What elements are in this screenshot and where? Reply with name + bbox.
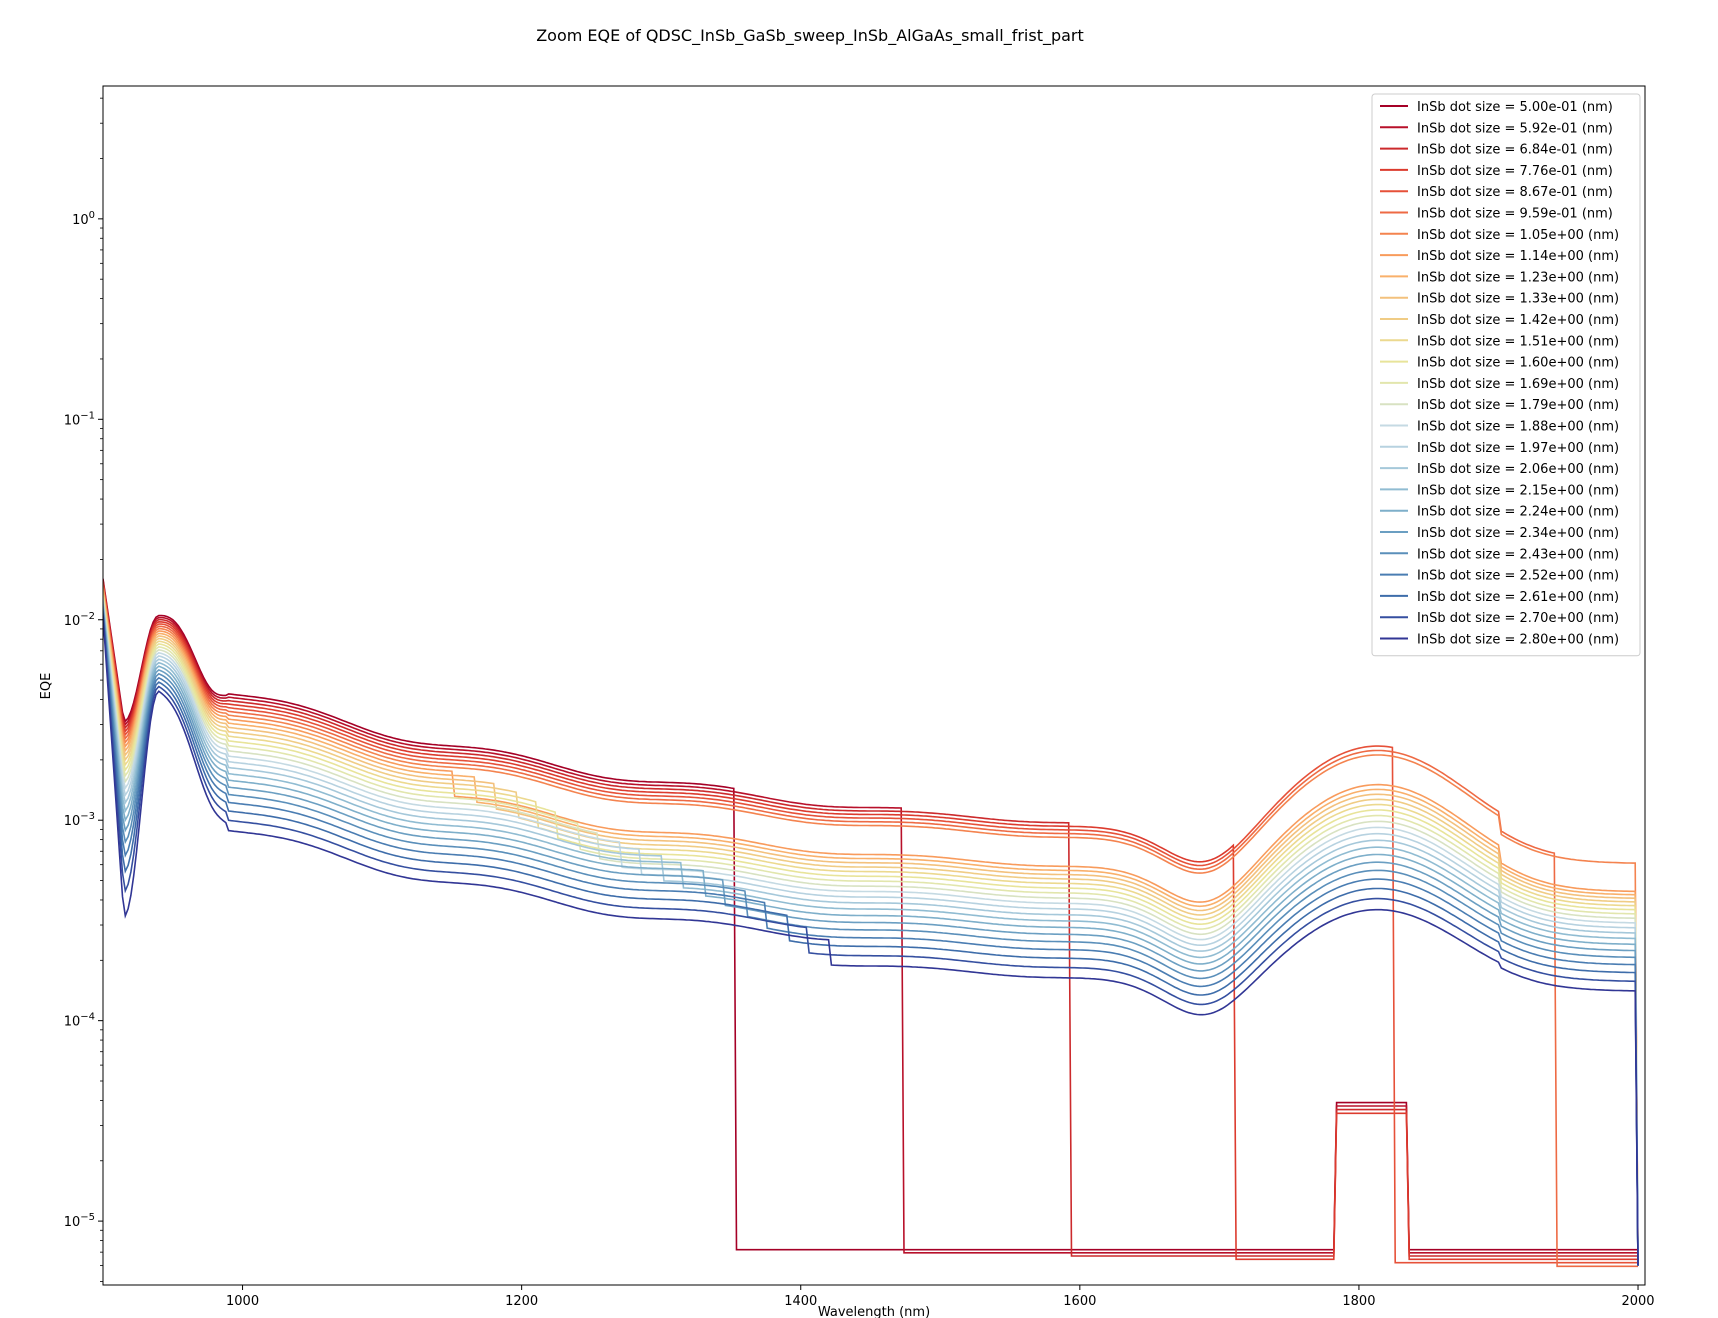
- series-line: [103, 589, 1639, 1266]
- series-line: [103, 593, 1639, 1266]
- series-line: [103, 607, 1639, 1266]
- legend-label: InSb dot size = 2.15e+00 (nm): [1417, 483, 1619, 498]
- series-line: [103, 583, 1638, 1264]
- chart-title: Zoom EQE of QDSC_InSb_GaSb_sweep_InSb_Al…: [536, 26, 1084, 46]
- legend-label: InSb dot size = 1.60e+00 (nm): [1417, 356, 1619, 371]
- y-axis: 10−5 10−4 10−3 10−2 10−1 100: [64, 97, 103, 1282]
- series-line: [103, 612, 1639, 1266]
- legend-label: InSb dot size = 7.76e-01 (nm): [1417, 164, 1613, 179]
- y-tick-label: 10−2: [64, 611, 95, 629]
- series-line: [103, 587, 1639, 1266]
- series-line: [103, 578, 1638, 1251]
- y-axis-label: EQE: [39, 673, 54, 700]
- series-line: [103, 590, 1639, 1266]
- series-line: [103, 609, 1639, 1266]
- legend-label: InSb dot size = 2.43e+00 (nm): [1417, 547, 1619, 562]
- series-line: [103, 614, 1639, 1266]
- y-tick-label: 10−5: [64, 1212, 95, 1230]
- series-line: [103, 602, 1639, 1266]
- legend-label: InSb dot size = 1.69e+00 (nm): [1417, 377, 1619, 392]
- y-tick-label: 10−1: [64, 410, 95, 428]
- series-line: [103, 600, 1639, 1266]
- series-line: [103, 585, 1638, 1268]
- legend-label: InSb dot size = 1.14e+00 (nm): [1417, 249, 1619, 264]
- series-line: [103, 596, 1639, 1266]
- legend-label: InSb dot size = 2.70e+00 (nm): [1417, 611, 1619, 626]
- series-line: [103, 610, 1639, 1266]
- y-tick-label: 100: [72, 210, 95, 228]
- series-line: [103, 597, 1639, 1266]
- series-line: [103, 581, 1638, 1257]
- x-tick-label: 1800: [1342, 1294, 1375, 1309]
- x-tick-label: 2000: [1621, 1294, 1654, 1309]
- series-line: [103, 591, 1639, 1266]
- legend-label: InSb dot size = 1.51e+00 (nm): [1417, 334, 1619, 349]
- legend-label: InSb dot size = 1.42e+00 (nm): [1417, 313, 1619, 328]
- legend-label: InSb dot size = 9.59e-01 (nm): [1417, 207, 1613, 222]
- legend-label: InSb dot size = 2.34e+00 (nm): [1417, 526, 1619, 541]
- legend-label: InSb dot size = 1.79e+00 (nm): [1417, 398, 1619, 413]
- series-line: [103, 599, 1639, 1266]
- x-axis-label: Wavelength (nm): [818, 1305, 930, 1318]
- y-tick-label: 10−3: [64, 811, 95, 829]
- legend-label: InSb dot size = 6.84e-01 (nm): [1417, 143, 1613, 158]
- x-tick-label: 1000: [226, 1294, 259, 1309]
- series-line: [103, 579, 1638, 1254]
- legend-label: InSb dot size = 8.67e-01 (nm): [1417, 185, 1613, 200]
- x-axis: 1000 1200 1400 1600 1800 2000: [226, 1285, 1655, 1309]
- series-line: [103, 594, 1639, 1266]
- legend-label: InSb dot size = 2.24e+00 (nm): [1417, 505, 1619, 520]
- legend-label: InSb dot size = 2.80e+00 (nm): [1417, 633, 1619, 648]
- series-line: [103, 582, 1638, 1261]
- series-line: [103, 605, 1639, 1266]
- series-line: [103, 586, 1639, 1266]
- legend-label: InSb dot size = 1.05e+00 (nm): [1417, 228, 1619, 243]
- legend-label: InSb dot size = 1.88e+00 (nm): [1417, 420, 1619, 435]
- legend-label: InSb dot size = 2.06e+00 (nm): [1417, 462, 1619, 477]
- plot-frame: [102, 85, 1646, 1286]
- legend-label: InSb dot size = 1.97e+00 (nm): [1417, 441, 1619, 456]
- series-line: [103, 604, 1639, 1266]
- legend-label: InSb dot size = 2.52e+00 (nm): [1417, 569, 1619, 584]
- y-tick-label: 10−4: [64, 1012, 95, 1030]
- legend-box: [1371, 93, 1641, 657]
- series-line: [103, 616, 1639, 1266]
- x-tick-label: 1400: [784, 1294, 817, 1309]
- legend-label: InSb dot size = 5.00e-01 (nm): [1417, 100, 1613, 115]
- legend-label: InSb dot size = 1.33e+00 (nm): [1417, 292, 1619, 307]
- legend-label: InSb dot size = 1.23e+00 (nm): [1417, 270, 1619, 285]
- x-tick-label: 1600: [1063, 1294, 1096, 1309]
- legend-label: InSb dot size = 5.92e-01 (nm): [1417, 121, 1613, 136]
- x-tick-label: 1200: [505, 1294, 538, 1309]
- legend: InSb dot size = 5.00e-01 (nm) InSb dot si…: [1371, 93, 1641, 657]
- series-layer: [103, 578, 1639, 1268]
- legend-label: InSb dot size = 2.61e+00 (nm): [1417, 590, 1619, 605]
